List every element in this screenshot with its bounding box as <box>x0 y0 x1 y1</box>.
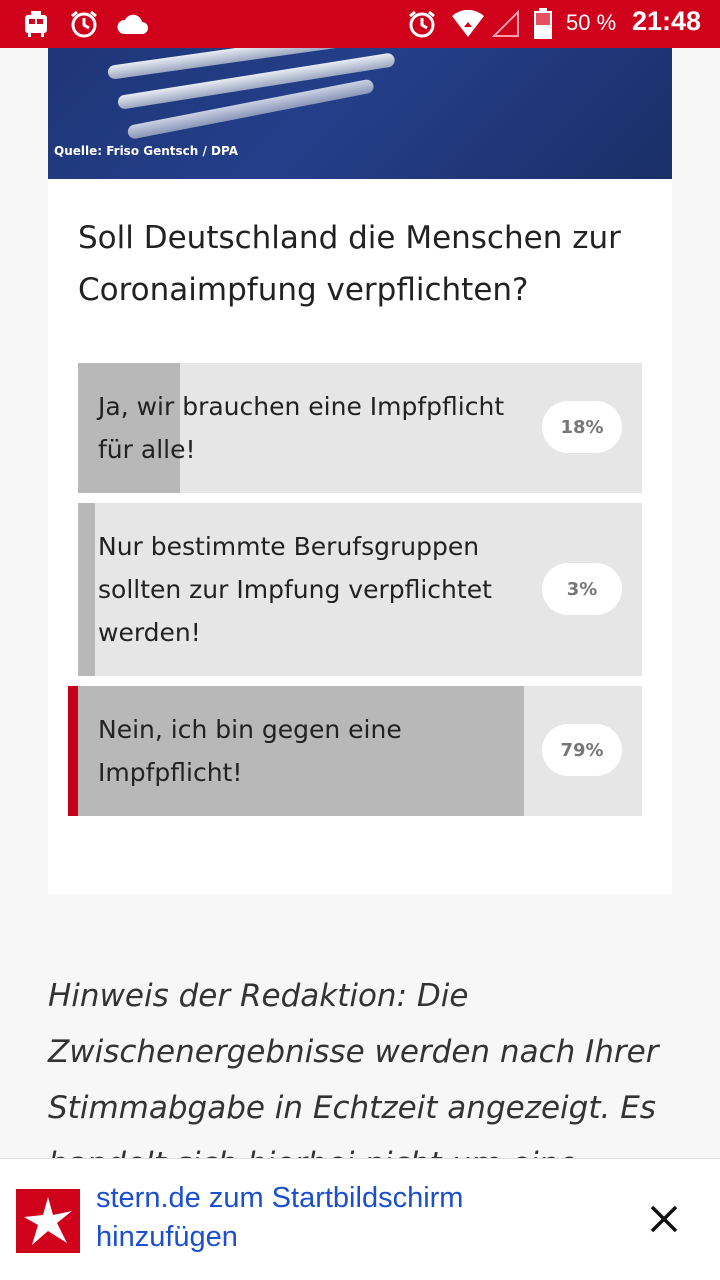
poll-option[interactable]: Nur bestimmte Berufsgruppen sollten zur … <box>78 503 642 676</box>
alarm-icon <box>68 8 100 40</box>
close-icon[interactable] <box>640 1195 688 1243</box>
poll-result-bar <box>78 363 180 493</box>
poll-percent-badge: 18% <box>542 401 622 453</box>
add-to-homescreen-banner[interactable]: stern.de zum Startbildschirm hinzufügen <box>0 1158 720 1280</box>
poll-percent-badge: 3% <box>542 563 622 615</box>
cloud-icon <box>114 8 150 40</box>
poll-result-bar <box>78 503 95 676</box>
poll-result-bar <box>78 686 524 816</box>
poll-option-label: Ja, wir brauchen eine Impfpflicht für al… <box>98 392 505 464</box>
poll-question: Soll Deutschland die Menschen zur Corona… <box>78 220 621 308</box>
poll-percent-badge: 79% <box>542 724 622 776</box>
signal-icon <box>490 8 522 40</box>
alarm-icon <box>406 8 438 40</box>
poll-option-label: Nein, ich bin gegen eine Impfpflicht! <box>98 715 402 787</box>
notification-icon <box>20 8 52 40</box>
add-to-homescreen-link[interactable]: stern.de zum Startbildschirm hinzufügen <box>96 1182 464 1253</box>
wifi-icon <box>450 8 486 40</box>
article-photo: Quelle: Friso Gentsch / DPA <box>48 48 672 179</box>
battery-percent: 50 % <box>566 10 617 35</box>
poll-option[interactable]: Ja, wir brauchen eine Impfpflicht für al… <box>78 363 642 493</box>
stern-star-icon <box>16 1189 80 1253</box>
selected-marker <box>68 686 78 816</box>
clock: 21:48 <box>632 6 702 36</box>
poll-option[interactable]: Nein, ich bin gegen eine Impfpflicht! 79… <box>68 686 642 816</box>
poll-option-label: Nur bestimmte Berufsgruppen sollten zur … <box>98 532 492 647</box>
status-bar: 50 % 21:48 <box>0 0 720 48</box>
poll-card: Quelle: Friso Gentsch / DPA Soll Deutsch… <box>48 48 672 894</box>
photo-credit: Quelle: Friso Gentsch / DPA <box>54 144 238 158</box>
battery-icon <box>528 8 558 40</box>
